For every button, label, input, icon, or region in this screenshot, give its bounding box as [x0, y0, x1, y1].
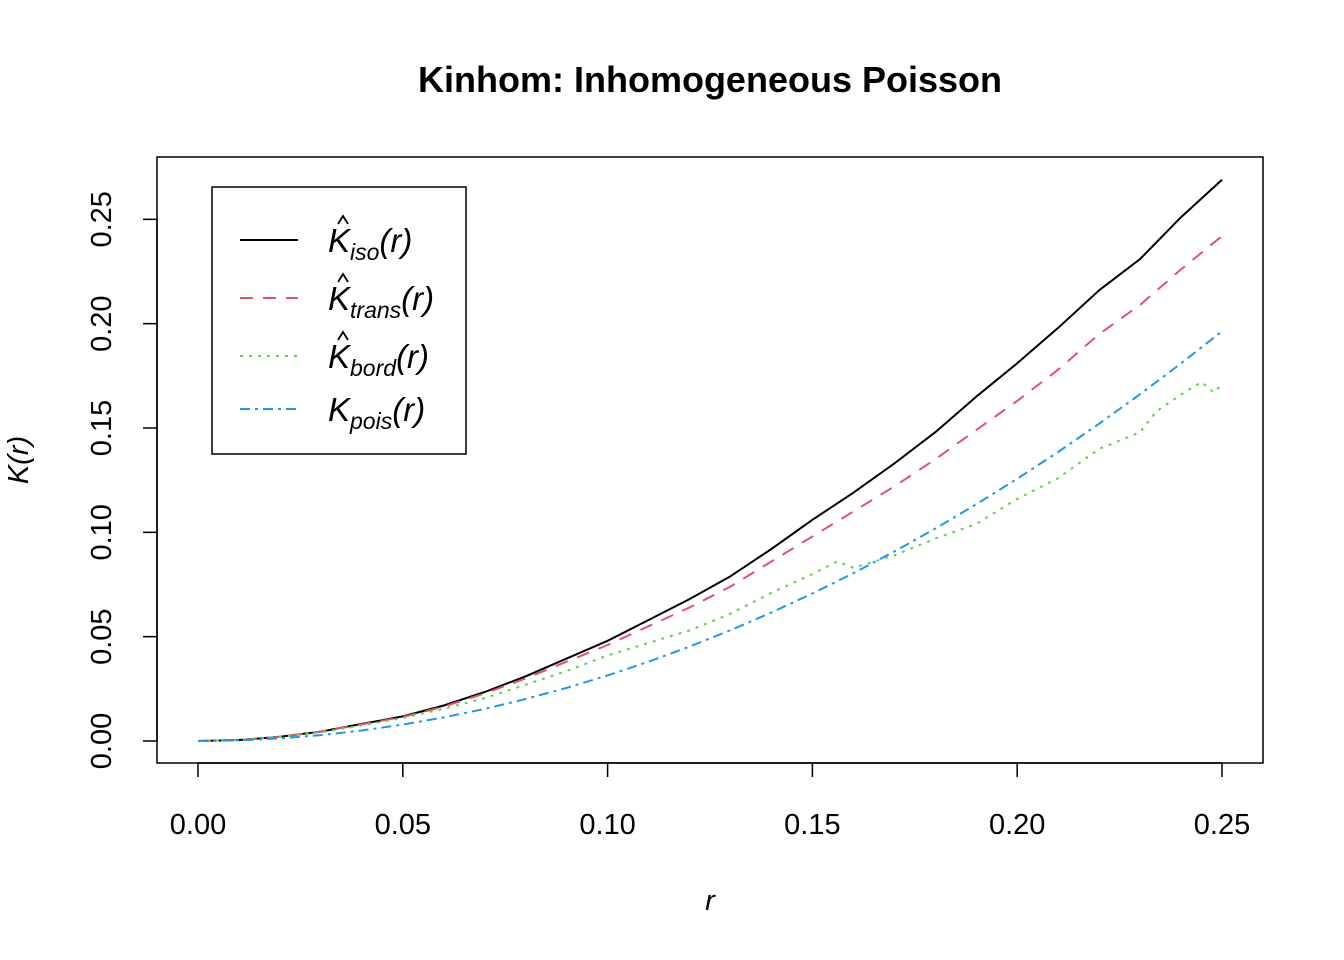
y-tick-label: 0.05: [86, 608, 118, 664]
y-tick-label: 0.10: [86, 504, 118, 560]
x-tick-label: 0.10: [579, 809, 635, 841]
x-axis-label: r: [705, 885, 716, 917]
y-tick-label: 0.25: [86, 191, 118, 247]
legend-label-subscript: trans: [350, 297, 402, 323]
chart-title: Kinhom: Inhomogeneous Poisson: [418, 59, 1002, 100]
x-tick-label: 0.00: [170, 809, 226, 841]
legend-label-base: K: [328, 280, 352, 317]
legend-label-argument: (r): [392, 391, 425, 428]
legend-entries: Kiso(r)Ktrans(r)Kbord(r)Kpois(r): [240, 214, 434, 434]
legend-label-argument: (r): [401, 280, 434, 317]
legend-label-iso: Kiso(r): [328, 222, 412, 265]
series-line-bord: [197, 381, 1223, 742]
y-tick-label: 0.15: [86, 400, 118, 456]
series-line-pois: [197, 330, 1223, 742]
y-axis-label: K(r): [3, 436, 35, 484]
x-axis: 0.00 0.05 0.10 0.15 0.20 0.25: [170, 762, 1250, 841]
x-tick-label: 0.15: [784, 809, 840, 841]
x-tick-label: 0.05: [375, 809, 431, 841]
legend-label-argument: (r): [379, 222, 412, 259]
legend-label-pois: Kpois(r): [328, 391, 425, 434]
legend-hat-icon: [337, 214, 349, 225]
legend-hat-icon: [337, 272, 349, 283]
series-line-trans: [197, 235, 1223, 742]
series-layer: [197, 178, 1223, 742]
legend-label-base: K: [328, 222, 352, 259]
x-tick-label: 0.25: [1194, 809, 1250, 841]
y-axis: 0.00 0.05 0.10 0.15 0.20 0.25: [86, 191, 158, 769]
legend-label-base: K: [328, 338, 352, 375]
legend-label-bord: Kbord(r): [328, 338, 429, 381]
legend-label-argument: (r): [396, 338, 429, 375]
legend-label-base: K: [328, 391, 352, 428]
legend: Kiso(r)Ktrans(r)Kbord(r)Kpois(r): [211, 186, 467, 455]
y-tick-label: 0.00: [86, 713, 118, 769]
legend-hat-icon: [337, 330, 349, 341]
y-tick-label: 0.20: [86, 295, 118, 351]
legend-label-subscript: bord: [350, 355, 397, 381]
x-tick-label: 0.20: [989, 809, 1045, 841]
legend-label-subscript: iso: [350, 239, 380, 265]
legend-box: [211, 186, 467, 455]
legend-label-trans: Ktrans(r): [328, 280, 434, 323]
legend-label-subscript: pois: [349, 408, 393, 434]
